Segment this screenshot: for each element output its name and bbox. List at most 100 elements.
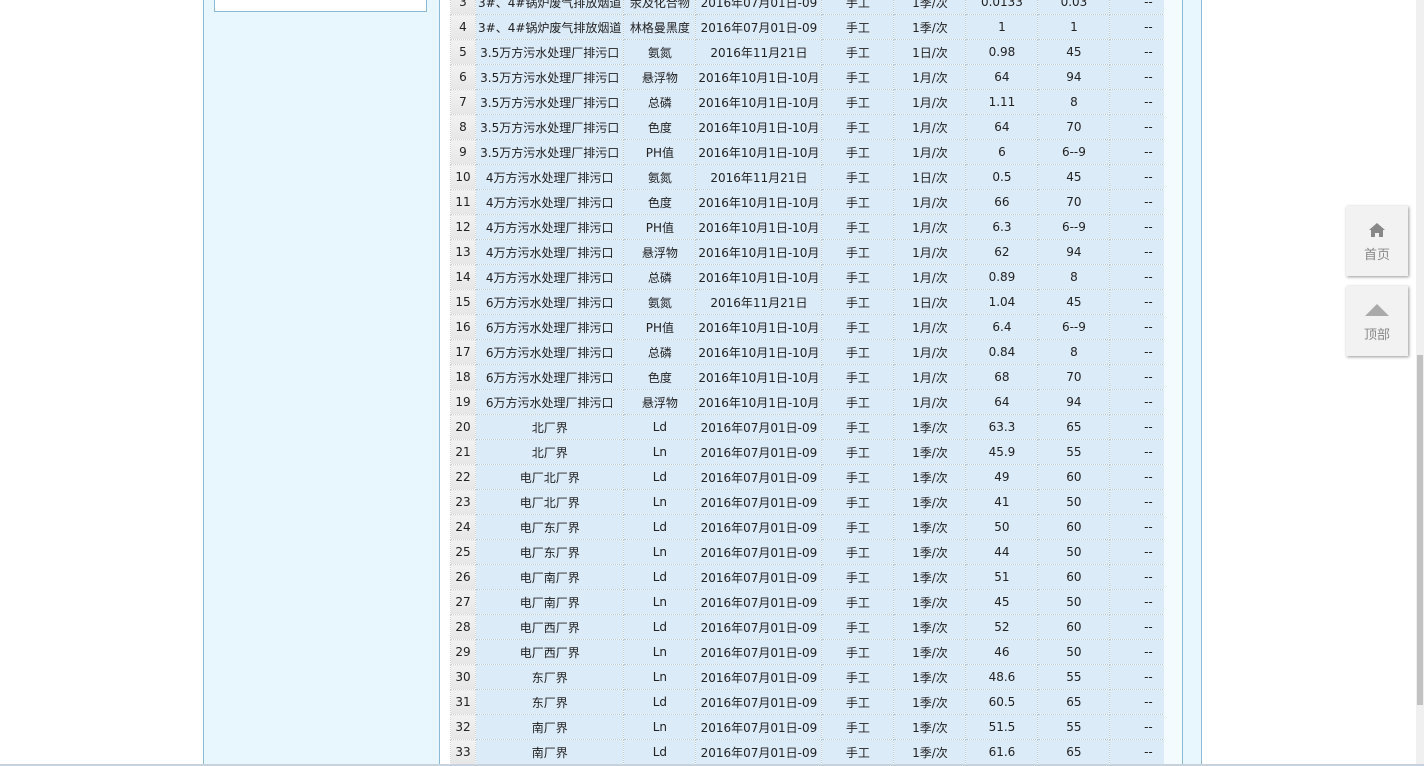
cell-date: 2016年07月01日-09 bbox=[695, 439, 823, 465]
cell-limit: 55 bbox=[1037, 664, 1111, 690]
cell-value: 64 bbox=[965, 114, 1039, 140]
cell-outlet: 6万方污水处理厂排污口 bbox=[474, 314, 625, 340]
cell-pollutant: 悬浮物 bbox=[623, 239, 697, 265]
cell-no: 5 bbox=[450, 39, 476, 65]
cell-value: 6.3 bbox=[965, 214, 1039, 240]
cell-outlet: 南厂界 bbox=[474, 739, 625, 765]
cell-limit: 50 bbox=[1037, 589, 1111, 615]
cell-method: 手工 bbox=[821, 289, 895, 315]
cell-frequency: 1季/次 bbox=[893, 664, 967, 690]
cell-limit: 6--9 bbox=[1037, 214, 1111, 240]
cell-method: 手工 bbox=[821, 539, 895, 565]
table-row: 16 6万方污水处理厂排污口 PH值 2016年10月1日-10月 手工 1月/次 6.4 6… bbox=[450, 314, 1188, 340]
table-row: 28 电厂西厂界 Ld 2016年07月01日-09 手工 1季/次 52 60 -- bbox=[450, 614, 1188, 640]
cell-pollutant: Ln bbox=[623, 714, 697, 740]
table-row: 33 南厂界 Ld 2016年07月01日-09 手工 1季/次 61.6 65 -- bbox=[450, 739, 1188, 765]
cell-method: 手工 bbox=[821, 89, 895, 115]
table-row: 30 东厂界 Ln 2016年07月01日-09 手工 1季/次 48.6 55 -- bbox=[450, 664, 1188, 690]
cell-no: 12 bbox=[450, 214, 476, 240]
cell-limit: 94 bbox=[1037, 64, 1111, 90]
cell-no: 31 bbox=[450, 689, 476, 715]
cell-limit: 60 bbox=[1037, 564, 1111, 590]
cell-pollutant: Ln bbox=[623, 439, 697, 465]
cell-no: 17 bbox=[450, 339, 476, 365]
cell-no: 10 bbox=[450, 164, 476, 190]
cell-outlet: 东厂界 bbox=[474, 664, 625, 690]
scrollbar-thumb[interactable] bbox=[1417, 355, 1423, 705]
cell-no: 4 bbox=[450, 14, 476, 40]
cell-pollutant: 总磷 bbox=[623, 89, 697, 115]
cell-method: 手工 bbox=[821, 214, 895, 240]
cell-value: 6.4 bbox=[965, 314, 1039, 340]
cell-value: 52 bbox=[965, 614, 1039, 640]
cell-pollutant: Ld bbox=[623, 614, 697, 640]
cell-limit: 65 bbox=[1037, 414, 1111, 440]
cell-frequency: 1季/次 bbox=[893, 414, 967, 440]
cell-outlet: 3.5万方污水处理厂排污口 bbox=[474, 39, 625, 65]
back-to-top-button[interactable]: 顶部 bbox=[1346, 286, 1408, 356]
cell-value: 62 bbox=[965, 239, 1039, 265]
table-row: 21 北厂界 Ln 2016年07月01日-09 手工 1季/次 45.9 55 -- bbox=[450, 439, 1188, 465]
table-row: 23 电厂北厂界 Ln 2016年07月01日-09 手工 1季/次 41 50 -- bbox=[450, 489, 1188, 515]
cell-method: 手工 bbox=[821, 589, 895, 615]
cell-date: 2016年10月1日-10月 bbox=[695, 89, 823, 115]
cell-method: 手工 bbox=[821, 189, 895, 215]
cell-frequency: 1季/次 bbox=[893, 689, 967, 715]
cell-limit: 94 bbox=[1037, 389, 1111, 415]
cell-date: 2016年07月01日-09 bbox=[695, 489, 823, 515]
table-row: 26 电厂南厂界 Ld 2016年07月01日-09 手工 1季/次 51 60 -- bbox=[450, 564, 1188, 590]
table-row: 12 4万方污水处理厂排污口 PH值 2016年10月1日-10月 手工 1月/次 6.3 6… bbox=[450, 214, 1188, 240]
cell-outlet: 电厂南厂界 bbox=[474, 564, 625, 590]
cell-outlet: 电厂南厂界 bbox=[474, 589, 625, 615]
cell-value: 0.98 bbox=[965, 39, 1039, 65]
cell-pollutant: Ln bbox=[623, 539, 697, 565]
cell-value: 0.84 bbox=[965, 339, 1039, 365]
cell-pollutant: Ld bbox=[623, 464, 697, 490]
cell-date: 2016年07月01日-09 bbox=[695, 589, 823, 615]
cell-date: 2016年10月1日-10月 bbox=[695, 264, 823, 290]
cell-value: 45 bbox=[965, 589, 1039, 615]
cell-value: 49 bbox=[965, 464, 1039, 490]
table-row: 32 南厂界 Ln 2016年07月01日-09 手工 1季/次 51.5 55 -- bbox=[450, 714, 1188, 740]
cell-method: 手工 bbox=[821, 314, 895, 340]
table-row: 14 4万方污水处理厂排污口 总磷 2016年10月1日-10月 手工 1月/次 0.89 8… bbox=[450, 264, 1188, 290]
bottom-border bbox=[0, 764, 1424, 766]
cell-pollutant: 色度 bbox=[623, 114, 697, 140]
cell-no: 22 bbox=[450, 464, 476, 490]
cell-no: 26 bbox=[450, 564, 476, 590]
cell-date: 2016年07月01日-09 bbox=[695, 514, 823, 540]
cell-method: 手工 bbox=[821, 639, 895, 665]
cell-limit: 6--9 bbox=[1037, 314, 1111, 340]
scrollbar[interactable] bbox=[1416, 0, 1424, 764]
home-icon bbox=[1369, 223, 1385, 237]
cell-value: 1.04 bbox=[965, 289, 1039, 315]
table-row: 15 6万方污水处理厂排污口 氨氮 2016年11月21日 手工 1日/次 1.04 45 -- bbox=[450, 289, 1188, 315]
cell-date: 2016年07月01日-09 bbox=[695, 639, 823, 665]
cell-date: 2016年10月1日-10月 bbox=[695, 189, 823, 215]
cell-frequency: 1季/次 bbox=[893, 539, 967, 565]
cell-limit: 8 bbox=[1037, 264, 1111, 290]
cell-date: 2016年07月01日-09 bbox=[695, 614, 823, 640]
cell-outlet: 电厂东厂界 bbox=[474, 514, 625, 540]
table-row: 31 东厂界 Ld 2016年07月01日-09 手工 1季/次 60.5 65 -- bbox=[450, 689, 1188, 715]
cell-limit: 1 bbox=[1037, 14, 1111, 40]
cell-limit: 60 bbox=[1037, 464, 1111, 490]
cell-date: 2016年10月1日-10月 bbox=[695, 239, 823, 265]
cell-frequency: 1季/次 bbox=[893, 0, 967, 15]
cell-frequency: 1月/次 bbox=[893, 264, 967, 290]
cell-no: 24 bbox=[450, 514, 476, 540]
cell-limit: 0.03 bbox=[1037, 0, 1111, 15]
cell-pollutant: Ln bbox=[623, 589, 697, 615]
chevron-up-icon bbox=[1365, 304, 1389, 316]
cell-no: 25 bbox=[450, 539, 476, 565]
cell-no: 30 bbox=[450, 664, 476, 690]
cell-outlet: 6万方污水处理厂排污口 bbox=[474, 289, 625, 315]
table-row: 18 6万方污水处理厂排污口 色度 2016年10月1日-10月 手工 1月/次 68 70-… bbox=[450, 364, 1188, 390]
home-button[interactable]: 首页 bbox=[1346, 206, 1408, 276]
cell-method: 手工 bbox=[821, 414, 895, 440]
cell-method: 手工 bbox=[821, 364, 895, 390]
cell-method: 手工 bbox=[821, 514, 895, 540]
cell-outlet: 北厂界 bbox=[474, 414, 625, 440]
top-label: 顶部 bbox=[1363, 328, 1390, 343]
cell-no: 20 bbox=[450, 414, 476, 440]
